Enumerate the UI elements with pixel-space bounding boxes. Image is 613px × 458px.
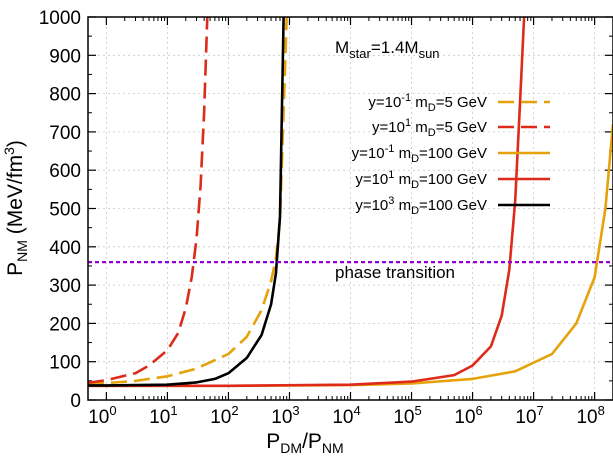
x-tick-label: 107: [515, 403, 543, 428]
y-axis-title: PNM (MeV/fm3): [1, 140, 30, 276]
x-tick-label: 100: [88, 403, 116, 428]
x-tick-label: 105: [393, 403, 421, 428]
x-tick-label: 104: [332, 403, 360, 428]
y-tick-label: 900: [49, 46, 81, 67]
series-line-5: [88, 17, 285, 387]
x-tick-label: 106: [454, 403, 482, 428]
tick-labels: 0 100 200 300 400 500 600 700 800 900 1000 100 101 10…: [39, 8, 605, 428]
star-mass-annotation: Mstar=1.4Msun: [335, 38, 440, 61]
legend-label-5: y=103 mD=100 GeV: [355, 195, 487, 217]
x-tick-label: 102: [210, 403, 238, 428]
y-tick-label: 600: [49, 161, 81, 182]
legend-label-1: y=10-1 mD=5 GeV: [368, 92, 487, 114]
x-tick-label: 101: [149, 403, 177, 428]
x-axis-title: PDM/PNM: [266, 430, 343, 456]
plot-frame: [87, 16, 613, 401]
phase-transition: phase transition: [88, 261, 613, 282]
legend: y=10-1 mD=5 GeV y=101 mD=5 GeV y=10-1 mD=1…: [352, 92, 550, 217]
legend-label-4: y=101 mD=100 GeV: [355, 169, 487, 191]
legend-label-2: y=101 mD=5 GeV: [372, 117, 487, 139]
series-group: [88, 17, 613, 388]
x-tick-label: 108: [576, 403, 604, 428]
legend-label-3: y=10-1 mD=100 GeV: [352, 143, 487, 165]
series-line-2: [88, 17, 209, 385]
series-line-1: [88, 17, 288, 386]
y-tick-label: 1000: [39, 8, 81, 29]
y-tick-label: 100: [49, 353, 81, 374]
x-tick-label: 103: [271, 403, 299, 428]
grid: [88, 17, 613, 400]
y-tick-label: 500: [49, 200, 81, 221]
y-tick-label: 300: [49, 276, 81, 297]
y-tick-label: 0: [70, 391, 81, 412]
y-tick-label: 700: [49, 123, 81, 144]
phase-transition-label: phase transition: [335, 263, 455, 282]
y-tick-label: 800: [49, 85, 81, 106]
series-line-4: [88, 17, 526, 388]
y-tick-label: 200: [49, 314, 81, 335]
y-tick-label: 400: [49, 238, 81, 259]
